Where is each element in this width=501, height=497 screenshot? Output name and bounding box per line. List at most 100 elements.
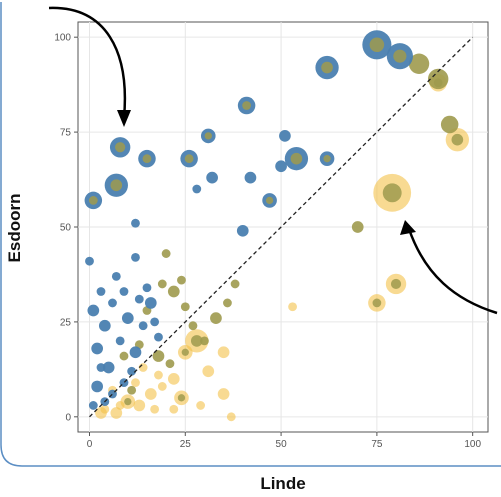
olive-data-point [165,359,175,369]
gold-data-point [144,388,157,400]
x-tick-label: 0 [87,439,93,450]
x-tick-label: 75 [371,439,383,450]
olive-data-point [152,350,165,362]
gold-data-point [226,412,236,422]
blue-data-point [144,297,157,309]
gold-data-point [169,404,179,414]
blue-data-point [121,312,134,324]
gold-data-point-core [177,394,186,402]
blue-data-point [119,287,129,296]
blue-data-point [96,363,106,372]
gold-data-point-core [382,183,402,203]
annotation-arrow-top [48,6,127,119]
olive-data-point [351,221,364,233]
olive-data-point [200,336,209,346]
axis-ticks: 0 25 50 75 100 0 25 50 75 100 [54,33,481,450]
gold-data-point [131,378,140,388]
gold-data-point [167,373,180,385]
gold-data-point [288,302,297,312]
gold-data-point [217,346,230,359]
y-tick-label: 25 [60,317,72,328]
blue-data-point [275,160,287,173]
blue-data-point-core [142,154,152,164]
y-axis-title: Esdoorn [5,194,24,263]
olive-data-point [177,275,186,285]
blue-data-point-core [321,61,333,74]
annotation-arrow-right [407,228,498,315]
blue-data-point [131,218,140,228]
blue-data-point [142,283,152,293]
x-tick-label: 50 [276,439,288,450]
blue-data-point [134,294,144,304]
blue-data-point [91,380,104,393]
gold-data-point [115,401,125,410]
annotation-arrowhead-right [400,220,416,235]
blue-data-point [129,346,142,359]
olive-data-point [180,302,190,312]
blue-data-point-core [184,154,194,164]
annotation-arrowhead-top [117,110,131,127]
gold-data-point [95,407,107,419]
blue-data-point-core [115,142,126,153]
blue-data-point [115,336,125,346]
gold-data-point-core [181,348,189,356]
gold-data-point-core [124,397,132,406]
blue-data-point [150,317,160,327]
olive-data-point [188,321,198,331]
annotation-arrows [48,6,498,315]
blue-data-point-core [290,152,303,165]
gold-data-point-core [451,133,464,146]
blue-data-point [85,256,94,266]
blue-data-point [88,401,98,410]
blue-data-point-core [110,179,123,192]
gold-data-point-core [390,278,402,290]
olive-data-point [127,385,137,395]
blue-data-point [91,342,104,355]
y-tick-label: 50 [60,223,72,234]
blue-data-point-core [369,37,385,53]
gold-data-point-core [190,335,203,347]
blue-data-point [87,304,100,317]
gold-data-point [110,407,123,419]
blue-data-point [102,361,115,374]
olive-data-point [223,298,232,308]
blue-data-point-core [393,49,407,63]
y-tick-label: 100 [54,33,71,44]
blue-data-point [127,366,137,376]
gold-data-point [133,399,146,412]
gold-data-point [217,388,230,400]
blue-data-point-core [242,101,251,110]
gold-data-point [150,404,160,414]
blue-data-point [98,319,111,332]
identity-reference-line [89,36,474,418]
blue-data-point [96,287,106,296]
y-tick-label: 0 [65,412,71,423]
blue-data-point [244,171,257,184]
y-tick-label: 75 [60,128,72,139]
gold-data-point [157,382,167,391]
olive-data-point [230,279,240,289]
blue-data-point-core [323,155,331,163]
blue-data-point [192,184,202,194]
blue-data-point-core [88,196,98,205]
olive-data-point [119,351,129,361]
blue-data-point [206,171,218,184]
olive-data-point [167,285,180,298]
blue-data-point [111,271,121,281]
gold-data-point [154,370,163,380]
gold-data-point [202,365,215,378]
blue-data-point [236,224,249,237]
blue-data-point [108,298,117,308]
gold-data-point-core [372,298,382,308]
blue-data-point-core [204,132,212,140]
olive-data-point [427,68,449,90]
x-axis-title: Linde [260,474,305,493]
olive-data-point [157,279,167,289]
olive-data-point [408,53,430,74]
blue-data-point [279,130,291,142]
blue-data-point [138,321,148,331]
frame-outline [0,2,501,467]
data-points [84,30,469,422]
